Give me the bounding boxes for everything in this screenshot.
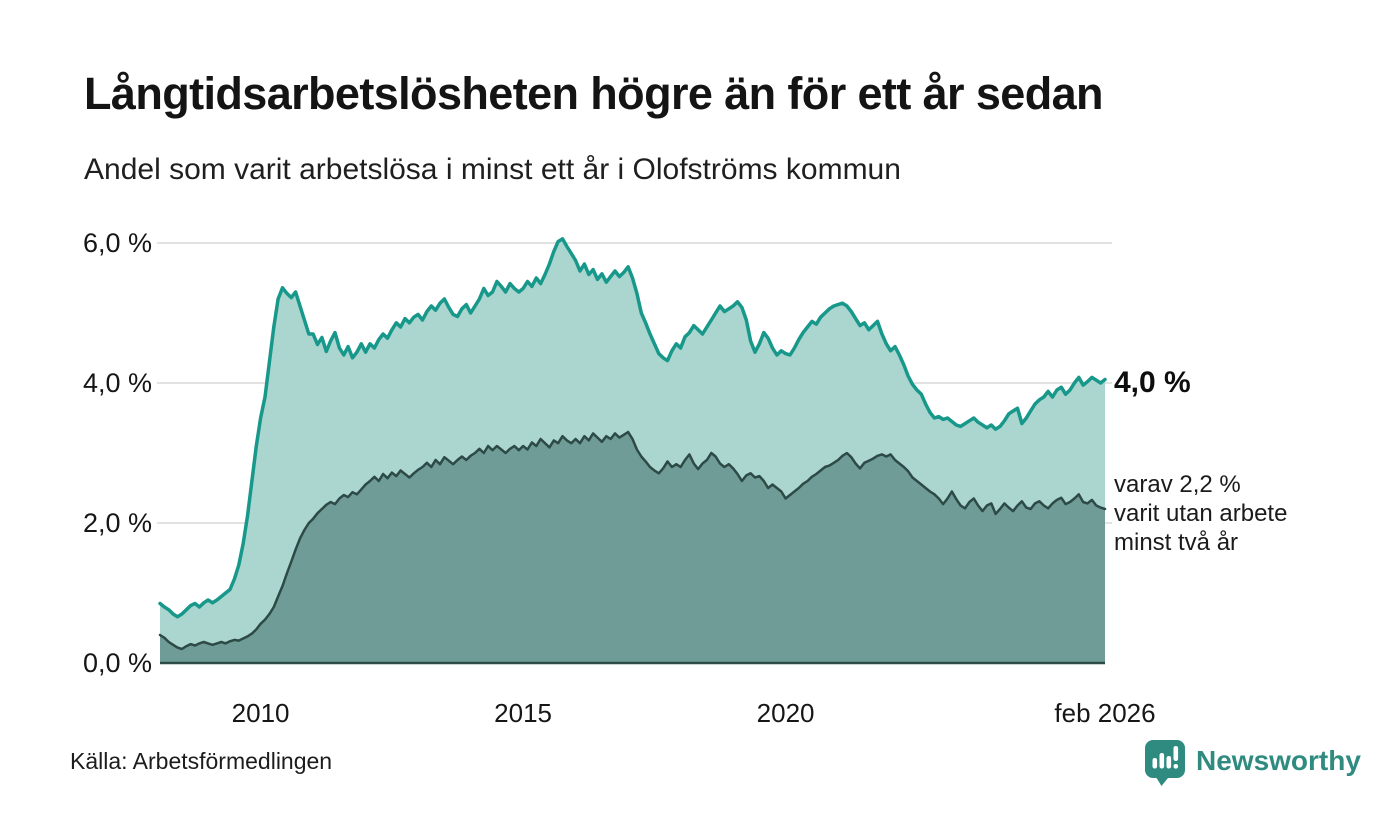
x-tick-label: 2010 bbox=[232, 698, 290, 728]
x-tick-label: feb 2026 bbox=[1054, 698, 1155, 728]
brand-name: Newsworthy bbox=[1196, 745, 1361, 776]
logo-bar bbox=[1166, 756, 1172, 769]
y-tick-label: 6,0 % bbox=[83, 228, 152, 258]
y-tick-label: 2,0 % bbox=[83, 508, 152, 538]
series-line-very-long-term bbox=[158, 430, 1107, 651]
y-tick-label: 0,0 % bbox=[83, 648, 152, 678]
newsworthy-bar-chart-icon bbox=[1145, 740, 1185, 786]
newsworthy-logo: Newsworthy bbox=[1144, 739, 1361, 789]
source-note: Källa: Arbetsförmedlingen bbox=[70, 748, 333, 774]
series-line-long-term bbox=[158, 237, 1107, 619]
annotation-line: varit utan arbete bbox=[1114, 500, 1288, 527]
logo-bubble-shape bbox=[1145, 740, 1185, 786]
logo-exclamation-dot bbox=[1173, 764, 1179, 769]
series-area-very-long-term bbox=[160, 432, 1105, 663]
x-tick-label: 2020 bbox=[757, 698, 815, 728]
page-title: Långtidsarbetslösheten högre än för ett … bbox=[84, 68, 1104, 119]
series-end-label-secondary: varav 2,2 % varit utan arbete minst två … bbox=[1114, 470, 1287, 557]
annotation-line: varav 2,2 % bbox=[1114, 471, 1241, 498]
x-tick-label: 2015 bbox=[494, 698, 552, 728]
chart-subtitle: Andel som varit arbetslösa i minst ett å… bbox=[84, 153, 901, 186]
logo-bar bbox=[1152, 758, 1158, 769]
annotation-line: minst två år bbox=[1114, 529, 1239, 556]
logo-bar bbox=[1159, 753, 1165, 769]
y-tick-label: 4,0 % bbox=[83, 368, 152, 398]
logo-exclamation-bar bbox=[1173, 746, 1179, 761]
series-end-label-primary: 4,0 % bbox=[1114, 366, 1191, 399]
